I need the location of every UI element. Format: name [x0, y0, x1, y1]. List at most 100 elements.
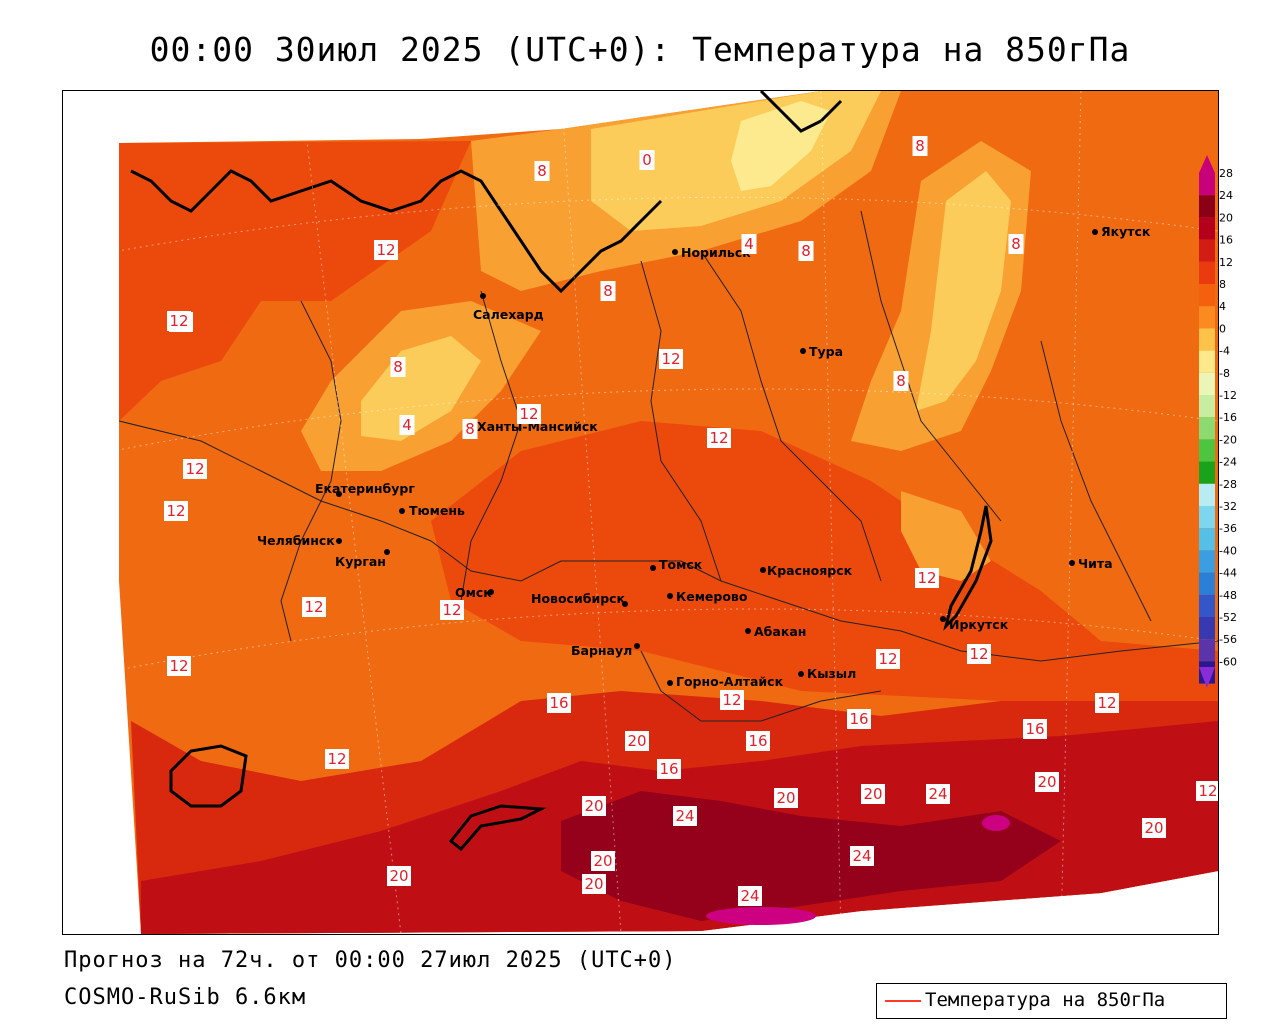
- model-info: COSMO-RuSib 6.6км: [64, 985, 307, 1010]
- lake-baikal: [943, 505, 993, 631]
- colorbar-tick-label: -44: [1219, 567, 1237, 580]
- colorbar-tick-label: -4: [1219, 345, 1230, 358]
- contour-label-text: 12: [327, 750, 346, 768]
- contour-label-text: 20: [584, 875, 603, 893]
- city-label: Челябинск: [257, 533, 335, 548]
- contour-label-text: 20: [584, 797, 603, 815]
- city-marker: [745, 628, 751, 634]
- contour-label-bg: [720, 690, 744, 710]
- contour-label: 16: [657, 759, 681, 779]
- colorbar-cell: [1199, 350, 1215, 373]
- temp-zone-0: [731, 101, 831, 191]
- contour-label-text: 12: [169, 657, 188, 675]
- contour-label-text: 12: [304, 598, 323, 616]
- contour-label-text: 12: [969, 645, 988, 663]
- contour-label-bg: [325, 749, 349, 769]
- colorbar-cell: [1199, 439, 1215, 462]
- colorbar-tick-label: 16: [1219, 234, 1233, 247]
- lake-balkhash: [448, 804, 547, 852]
- contour-label-bg: [639, 150, 655, 170]
- colorbar-tick-label: -52: [1219, 611, 1237, 624]
- contour-label-text: 20: [776, 789, 795, 807]
- colorbar-tick-label: 20: [1219, 211, 1233, 224]
- contour-label-bg: [967, 644, 991, 664]
- contour-label: 20: [582, 796, 606, 816]
- city-label: Кемерово: [676, 589, 748, 604]
- colorbar-cell: [1199, 483, 1215, 506]
- contour-label-bg: [399, 415, 415, 435]
- contour-label-bg: [659, 349, 683, 369]
- city-marker: [336, 491, 342, 497]
- city-marker: [1069, 560, 1075, 566]
- contour-label-bg: [774, 788, 798, 808]
- contour-label-bg: [1142, 818, 1166, 838]
- contour-label-text: 24: [740, 887, 759, 905]
- contour-label-bg: [302, 597, 326, 617]
- contour-label-text: 12: [442, 601, 461, 619]
- contour-label: 24: [738, 886, 762, 906]
- contour-label: 12: [167, 656, 191, 676]
- colorbar: 28 24 20 16 12 8 4 0 -4 -8 -12 -16 -20 -24 -28 -32 -36 -4…: [1199, 155, 1237, 688]
- colorbar-cell: [1199, 639, 1215, 662]
- contour-label: 8: [893, 371, 909, 391]
- city-label: Курган: [335, 554, 386, 569]
- coastline: [759, 91, 843, 133]
- coastline: [130, 169, 503, 213]
- contour-label-text: 12: [661, 350, 680, 368]
- contour-label: 0: [639, 150, 655, 170]
- contour-label-text: 8: [1011, 235, 1021, 253]
- city-marker: [488, 589, 494, 595]
- contour-label: 12: [167, 311, 191, 331]
- contour-label: 20: [591, 851, 615, 871]
- contour-label-text: 12: [917, 569, 936, 587]
- colorbar-cell: [1199, 328, 1215, 351]
- contour-label-bg: [164, 501, 188, 521]
- colorbar-tick-label: -36: [1219, 522, 1237, 535]
- contour-label-bg: [167, 311, 191, 331]
- temp-zone-28: [706, 907, 816, 925]
- contour-label-bg: [517, 404, 541, 424]
- contour-label-bg: [746, 731, 770, 751]
- colorbar-cell: [1199, 550, 1215, 573]
- contour-label-bg: [183, 459, 207, 479]
- contour-label: 12: [720, 690, 744, 710]
- city-label: Иркутск: [949, 617, 1009, 632]
- city-label: Норильск: [681, 245, 751, 260]
- contour-label-bg: [1095, 693, 1119, 713]
- colorbar-tick-label: 24: [1219, 189, 1233, 202]
- contour-label-text: 20: [1144, 819, 1163, 837]
- forecast-info: Прогноз на 72ч. от 00:00 27июл 2025 (UTC…: [64, 948, 677, 973]
- city-label: Салехард: [473, 307, 544, 322]
- colorbar-cell: [1199, 173, 1215, 196]
- contour-label-bg: [876, 649, 900, 669]
- contour-label-text: 8: [603, 282, 613, 300]
- contour-label-bg: [547, 693, 571, 713]
- colorbar-tick-label: -60: [1219, 655, 1237, 668]
- temp-zone-12: [431, 421, 1218, 701]
- contour-label: 20: [1035, 772, 1059, 792]
- contour-label: 20: [582, 874, 606, 894]
- contour-label-text: 20: [627, 732, 646, 750]
- temp-zone-12: [119, 141, 471, 421]
- contour-label: 20: [861, 784, 885, 804]
- contour-label: 8: [1008, 234, 1024, 254]
- contour-label-text: 24: [675, 807, 694, 825]
- city-marker: [480, 293, 486, 299]
- colorbar-cell: [1199, 528, 1215, 551]
- colorbar-tick-label: -56: [1219, 633, 1237, 646]
- contour-label-bg: [625, 731, 649, 751]
- contour-label-text: 12: [878, 650, 897, 668]
- contour-label: 8: [912, 136, 928, 156]
- contour-label-bg: [390, 357, 406, 377]
- city-label: Ханты-Мансийск: [477, 419, 598, 434]
- colorbar-tick-label: -40: [1219, 544, 1237, 557]
- contour-label-bg: [657, 759, 681, 779]
- colorbar-cell: [1199, 506, 1215, 529]
- contour-label-bg: [534, 161, 550, 181]
- contour-label-text: 12: [709, 429, 728, 447]
- city-marker: [672, 249, 678, 255]
- contour-label: 16: [1023, 719, 1047, 739]
- contour-label-bg: [1035, 772, 1059, 792]
- graticule: [63, 91, 1218, 934]
- contour-label: 12: [517, 404, 541, 424]
